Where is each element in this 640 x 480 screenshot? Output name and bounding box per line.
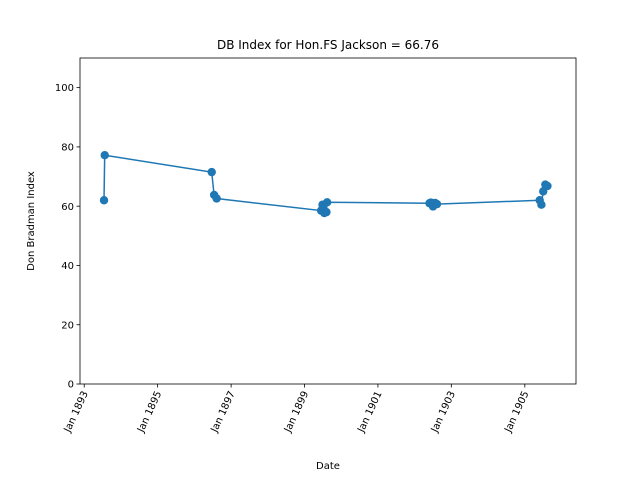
plot-area — [80, 58, 576, 384]
y-tick-label: 20 — [61, 320, 74, 331]
data-point — [99, 196, 109, 205]
series-markers — [99, 151, 552, 218]
data-point — [207, 167, 216, 177]
data-point — [543, 181, 552, 191]
chart-title: DB Index for Hon.FS Jackson = 66.76 — [217, 38, 439, 52]
y-tick-label: 80 — [61, 143, 74, 154]
data-point — [537, 200, 546, 209]
plot-frame — [79, 57, 577, 385]
data-point — [212, 194, 221, 203]
y-axis-label: Don Bradman Index — [26, 171, 37, 271]
y-axis-ticks: 0 20 40 60 80 100 — [55, 83, 80, 391]
y-tick-label: 0 — [68, 380, 74, 391]
data-point — [322, 207, 331, 217]
y-tick-label: 60 — [61, 202, 74, 213]
data-point — [432, 199, 442, 209]
y-tick-label: 40 — [61, 261, 74, 272]
data-point — [322, 198, 332, 207]
y-tick-label: 100 — [55, 83, 74, 94]
data-point — [100, 151, 109, 160]
x-axis-label: Date — [316, 461, 340, 472]
